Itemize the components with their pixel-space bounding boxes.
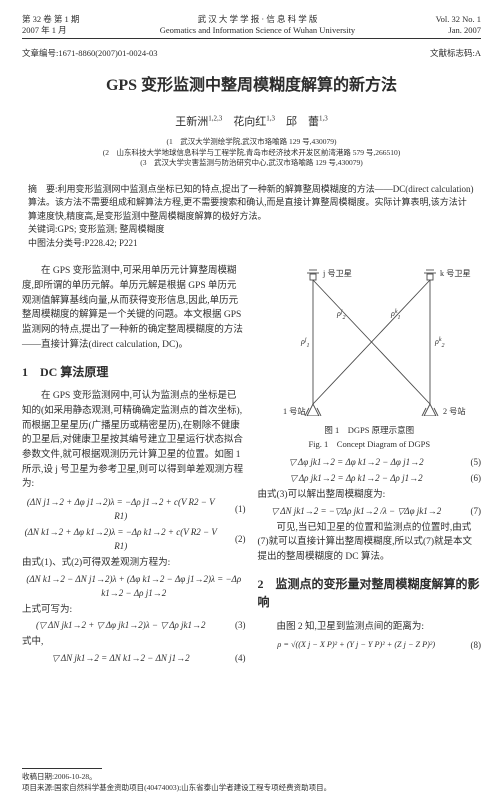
affil-1: (1 武汉大学测绘学院,武汉市珞喻路 129 号,430079) [22,137,481,148]
date-en: Jan. 2007 [436,25,481,36]
right-p1: 由式(3)可以解出整周模糊度为: [258,488,482,503]
clc-label: 中图法分类号: [28,238,85,248]
right-p2: 可见,当已知卫星的位置和监测点的位置时,由式(7)就可以直接计算出整周模糊度,所… [258,521,482,565]
date-cn: 2007 年 1 月 [22,25,79,36]
keywords-text: GPS; 变形监测; 整周模糊度 [58,224,165,234]
section-1-p1: 在 GPS 变形监测网中,可认为监测点的坐标是已知的(如采用静态观测,可精确确定… [22,389,246,492]
equation-7: ▽ ΔN jk1→2 = −▽Δρ jk1→2 /λ − ▽Δφ jk1→2 (… [258,505,482,519]
right-p3: 由图 2 知,卫星到监测点间的距离为: [258,620,482,635]
svg-text:ρj2: ρj2 [336,309,346,321]
equation-8: ρ = √((X j − X P)² + (Y j − Y P)² + (Z j… [258,639,482,653]
equation-2: (ΔN k1→2 + Δφ k1→2)λ = −Δρ k1→2 + c(V R2… [22,526,246,554]
equation-1: (ΔN j1→2 + Δφ j1→2)λ = −Δρ j1→2 + c(V R2… [22,496,246,524]
section-1-p3: 式中, [22,635,246,650]
affil-3: (3 武汉大学灾害监测与防治研究中心,武汉市珞喻路 129 号,430079) [22,158,481,169]
footer-rule [22,768,102,769]
equation-4: ▽ ΔN jk1→2 = ΔN k1→2 − ΔN j1→2 (4) [22,652,246,666]
page-header: 第 32 卷 第 1 期 2007 年 1 月 武 汉 大 学 学 报 · 信 … [22,14,481,35]
intro-paragraph: 在 GPS 变形监测中,可采用单历元计算整周模糊度,即所谓的单历元解。单历元解是… [22,264,246,352]
equation-5: ▽ Δφ jk1→2 = Δφ k1→2 − Δφ j1→2 (5) [258,456,482,470]
fig-label-j: j 号卫星 [322,269,352,278]
received-date: 收稿日期:2006-10-28。 [22,772,481,783]
paper-title: GPS 变形监测中整周模糊度解算的新方法 [22,71,481,95]
fig-label-2: 2 号站 [443,406,466,416]
vol-issue-cn: 第 32 卷 第 1 期 [22,14,79,25]
equation-dd: (ΔN k1→2 − ΔN j1→2)λ + (Δφ k1→2 − Δφ j1→… [22,573,246,601]
body-columns: 在 GPS 变形监测中,可采用单历元计算整周模糊度,即所谓的单历元解。单历元解是… [22,264,481,668]
article-number: 文章编号:1671-8860(2007)01-0024-03 [22,47,158,59]
affil-2: (2 山东科技大学地球信息科学与工程学院,青岛市经济技术开发区前湾港路 579 … [22,148,481,159]
equation-6: ▽ Δρ jk1→2 = Δρ k1→2 − Δρ j1→2 (6) [258,472,482,486]
left-column: 在 GPS 变形监测中,可采用单历元计算整周模糊度,即所谓的单历元解。单历元解是… [22,264,246,668]
vol-issue-en: Vol. 32 No. 1 [436,14,481,25]
abstract-text: 利用变形监测网中监测点坐标已知的特点,提出了一种新的解算整周模糊度的方法——DC… [28,184,473,221]
dgps-diagram-svg: ρj1 ρj2 ρk2 ρk1 j 号卫星 k 号卫星 1 号站 2 号站 [267,266,472,416]
journal-name-cn: 武 汉 大 学 学 报 · 信 息 科 学 版 [79,14,435,25]
svg-text:ρk1: ρk1 [390,309,401,321]
affiliations: (1 武汉大学测绘学院,武汉市珞喻路 129 号,430079) (2 山东科技… [22,137,481,169]
right-column: ρj1 ρj2 ρk2 ρk1 j 号卫星 k 号卫星 1 号站 2 号站 图 … [258,264,482,668]
document-code: 文献标志码:A [430,47,481,59]
section-2-heading: 2 监测点的变形量对整周模糊度解算的影响 [258,575,482,612]
authors-line: 王新洲1,2,3 花向红1,3 邱 蕾1,3 [22,113,481,129]
fig-label-1: 1 号站 [283,406,306,416]
header-rule [22,38,481,39]
keywords-label: 关键词: [28,224,58,234]
clc-text: P228.42; P221 [85,238,138,248]
section-1-p2b: 上式可写为: [22,603,246,618]
journal-name-en: Geomatics and Information Science of Wuh… [79,25,435,36]
equation-3: (▽ ΔN jk1→2 + ▽ Δφ jk1→2)λ − ▽ Δρ jk1→2 … [22,619,246,633]
fig-label-k: k 号卫星 [440,269,471,278]
funding-info: 项目来源:国家自然科学基金资助项目(40474003);山东省泰山学者建设工程专… [22,783,481,794]
section-1-p2a: 由式(1)、式(2)可得双差观测方程为: [22,556,246,571]
svg-text:ρj1: ρj1 [300,337,310,349]
section-1-heading: 1 DC 算法原理 [22,363,246,382]
abstract-block: 摘 要:利用变形监测网中监测点坐标已知的特点,提出了一种新的解算整周模糊度的方法… [28,183,475,251]
figure-1: ρj1 ρj2 ρk2 ρk1 j 号卫星 k 号卫星 1 号站 2 号站 图 … [258,266,482,450]
page-footer: 收稿日期:2006-10-28。 项目来源:国家自然科学基金资助项目(40474… [22,768,481,793]
meta-row: 文章编号:1671-8860(2007)01-0024-03 文献标志码:A [22,47,481,59]
figure-1-caption-en: Fig. 1 Concept Diagram of DGPS [258,439,482,450]
svg-text:ρk2: ρk2 [434,337,445,349]
figure-1-caption-cn: 图 1 DGPS 原理示意图 [258,425,482,436]
abstract-label: 摘 要: [28,184,58,194]
